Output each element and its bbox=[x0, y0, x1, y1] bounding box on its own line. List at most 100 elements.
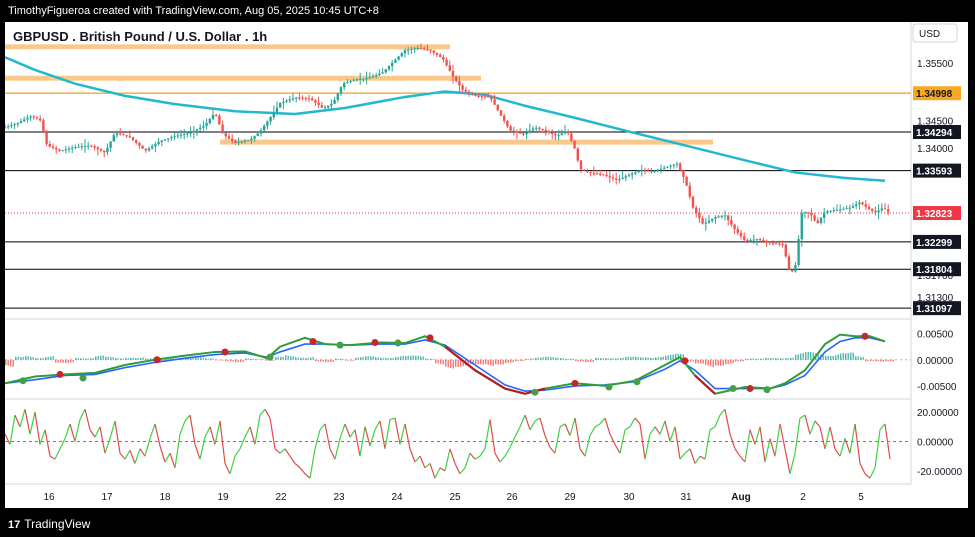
macd-histogram-bar bbox=[867, 359, 869, 362]
macd-histogram-bar bbox=[755, 358, 757, 360]
candle-body bbox=[602, 174, 605, 176]
oscillator-segment bbox=[184, 414, 191, 422]
candle-body bbox=[787, 256, 791, 270]
oscillator-segment bbox=[59, 438, 66, 450]
macd-histogram-bar bbox=[555, 357, 557, 360]
macd-histogram-bar bbox=[810, 352, 812, 360]
macd-histogram-bar bbox=[5, 359, 7, 366]
price-pane[interactable] bbox=[3, 43, 911, 309]
candle-body bbox=[784, 244, 787, 257]
oscillator-segment bbox=[169, 453, 176, 469]
oscillator-segment bbox=[539, 417, 546, 436]
oscillator-segment bbox=[124, 449, 131, 460]
macd-histogram-bar bbox=[710, 359, 712, 367]
macd-histogram-bar bbox=[167, 358, 169, 360]
macd-histogram-bar bbox=[10, 359, 12, 367]
candle-body bbox=[16, 122, 19, 125]
candle-body bbox=[739, 232, 743, 237]
macd-histogram-bar bbox=[507, 359, 509, 363]
macd-histogram-bar bbox=[532, 358, 534, 360]
macd-histogram-bar bbox=[752, 358, 754, 360]
zone-band bbox=[220, 139, 713, 145]
candle-body bbox=[759, 239, 762, 241]
candle-body bbox=[682, 170, 685, 177]
macd-cross-dot bbox=[153, 356, 161, 364]
candle-body bbox=[48, 143, 51, 147]
price-label: 1.32299 bbox=[916, 238, 953, 249]
macd-histogram-bar bbox=[872, 359, 874, 361]
macd-histogram-bar bbox=[677, 353, 679, 360]
macd-histogram-bar bbox=[35, 357, 37, 360]
oscillator-segment bbox=[259, 408, 266, 416]
chart-frame[interactable]: 1.35500 1.34500 1.34000 1.31700 1.31300 1.349… bbox=[0, 22, 968, 508]
macd-histogram-bar bbox=[235, 359, 237, 363]
currency-badge[interactable]: USD bbox=[912, 23, 958, 43]
macd-histogram-bar bbox=[885, 359, 887, 362]
oscillator-segment bbox=[599, 417, 606, 425]
macd-cross-dot bbox=[336, 341, 344, 349]
candle-body bbox=[3, 127, 7, 129]
oscillator-segment bbox=[164, 452, 171, 463]
chart-canvas[interactable]: 1.35500 1.34500 1.34000 1.31700 1.31300 1.349… bbox=[0, 22, 968, 508]
candle-body bbox=[243, 140, 247, 142]
candle-body bbox=[61, 150, 64, 152]
chart-title: GBPUSD . British Pound / U.S. Dollar . 1… bbox=[13, 29, 267, 44]
macd-histogram-bar bbox=[795, 354, 797, 360]
macd-histogram-bar bbox=[565, 358, 567, 360]
macd-histogram-bar bbox=[320, 359, 322, 362]
oscillator-segment bbox=[119, 452, 126, 460]
candle-body bbox=[64, 149, 67, 151]
oscillator-segment bbox=[719, 408, 726, 416]
oscillator-segment bbox=[69, 423, 76, 442]
macd-histogram-bar bbox=[657, 357, 659, 360]
macd-histogram-bar bbox=[117, 358, 119, 360]
oscillator-segment bbox=[689, 448, 696, 464]
macd-histogram-bar bbox=[127, 358, 129, 360]
oscillator-segment bbox=[334, 438, 341, 460]
candle-body bbox=[103, 150, 106, 153]
macd-cross-dot bbox=[371, 339, 379, 347]
macd-histogram-bar bbox=[302, 357, 304, 360]
macd-histogram-bar bbox=[830, 356, 832, 360]
macd-histogram-bar bbox=[327, 359, 329, 363]
oscillator-segment bbox=[659, 420, 666, 435]
oscillator-segment bbox=[779, 423, 786, 449]
macd-line-bearish bbox=[694, 374, 716, 395]
candle-body bbox=[522, 133, 525, 135]
candle-body bbox=[336, 93, 339, 100]
candle-body bbox=[487, 96, 490, 98]
macd-histogram-bar bbox=[512, 359, 514, 363]
macd-cross-dot bbox=[746, 385, 754, 393]
candle-body bbox=[221, 124, 224, 134]
macd-histogram-bar bbox=[852, 352, 854, 360]
macd-histogram-bar bbox=[342, 358, 344, 360]
oscillator-pane[interactable] bbox=[4, 408, 911, 479]
candle-body bbox=[115, 133, 119, 136]
macd-pane[interactable] bbox=[0, 332, 911, 396]
oscillator-segment bbox=[649, 426, 656, 435]
oscillator-segment bbox=[469, 452, 476, 460]
macd-histogram-bar bbox=[475, 359, 477, 365]
price-label-badge bbox=[913, 124, 961, 139]
time-tick-label: 26 bbox=[506, 492, 518, 503]
oscillator-segment bbox=[524, 414, 531, 430]
macd-cross-dot bbox=[221, 348, 229, 356]
candle-body bbox=[183, 134, 186, 136]
oscillator-segment bbox=[219, 420, 226, 464]
macd-histogram-bar bbox=[110, 357, 112, 360]
macd-histogram-bar bbox=[452, 359, 454, 369]
macd-tick-label: 0.00000 bbox=[917, 356, 954, 367]
oscillator-segment bbox=[764, 438, 771, 463]
oscillator-segment bbox=[449, 448, 456, 464]
oscillator-segment bbox=[644, 434, 651, 460]
macd-histogram-bar bbox=[412, 355, 414, 360]
candle-body bbox=[615, 178, 618, 180]
macd-histogram-bar bbox=[630, 356, 632, 360]
macd-histogram-bar bbox=[272, 359, 274, 361]
macd-histogram-bar bbox=[390, 358, 392, 360]
macd-histogram-bar bbox=[135, 358, 137, 360]
macd-histogram-bar bbox=[357, 357, 359, 360]
candle-body bbox=[333, 99, 336, 104]
candle-body bbox=[96, 147, 99, 150]
oscillator-segment bbox=[34, 412, 41, 445]
